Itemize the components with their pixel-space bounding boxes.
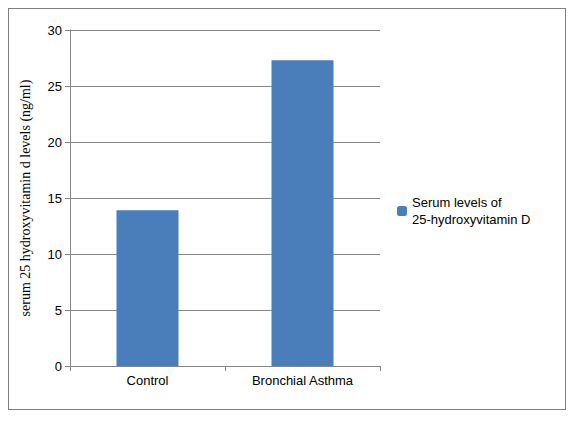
svg-text:15: 15 <box>48 191 62 206</box>
svg-text:10: 10 <box>48 247 62 262</box>
svg-text:Serum levels of: Serum levels of <box>412 195 505 210</box>
svg-text:20: 20 <box>48 135 62 150</box>
svg-text:30: 30 <box>48 23 62 38</box>
svg-text:5: 5 <box>55 303 62 318</box>
svg-text:serum 25 hydroxyvitamin d leve: serum 25 hydroxyvitamin d levels (ng/ml) <box>18 79 34 316</box>
svg-text:25-hydroxyvitamin D: 25-hydroxyvitamin D <box>412 212 531 227</box>
svg-text:Bronchial Asthma: Bronchial Asthma <box>252 373 354 388</box>
svg-text:0: 0 <box>55 359 62 374</box>
svg-text:Control: Control <box>127 373 169 388</box>
svg-text:25: 25 <box>48 79 62 94</box>
